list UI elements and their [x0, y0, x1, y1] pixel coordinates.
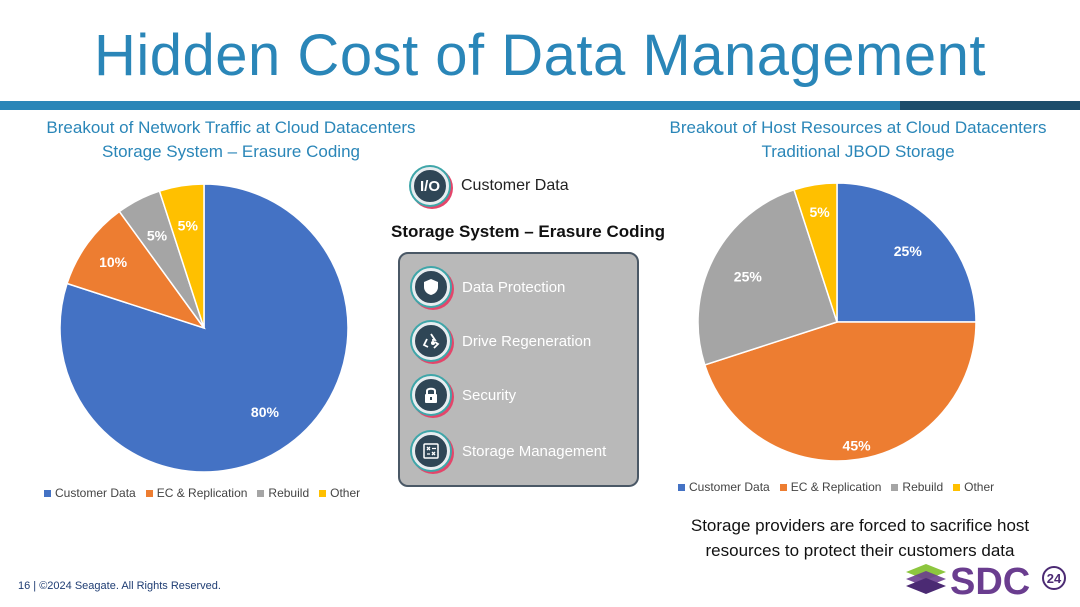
- title-rule: [0, 101, 1080, 110]
- legend-swatch: [257, 489, 265, 497]
- legend-swatch: [678, 483, 685, 491]
- legend-label: Rebuild: [902, 480, 944, 494]
- panel-title: Storage System – Erasure Coding: [391, 222, 665, 241]
- right-chart-legend: Customer Data EC & Replication Rebuild Othe…: [678, 480, 994, 494]
- legend-label: Other: [964, 480, 995, 494]
- legend-item: Customer Data: [678, 480, 770, 494]
- legend-label: Customer Data: [55, 486, 136, 500]
- io-icon: I/O: [411, 167, 449, 205]
- legend-item: Rebuild: [257, 486, 309, 500]
- legend-item: EC & Replication: [779, 480, 882, 494]
- pie-slice-ec-replication: [703, 321, 977, 462]
- legend-label: Customer Data: [689, 480, 770, 494]
- panel-item-storage-management: Storage Management: [412, 432, 606, 470]
- sdc-logo-year: 24: [1047, 571, 1062, 586]
- data-label: 10%: [99, 254, 128, 270]
- right-chart-title: Breakout of Host Resources at Cloud Data…: [640, 116, 1076, 164]
- legend-label: EC & Replication: [790, 480, 882, 494]
- note-line-1: Storage providers are forced to sacrific…: [690, 516, 1030, 535]
- erasure-coding-panel: Data Protection Drive Regeneration Secur…: [398, 252, 639, 487]
- sdc-logo-text: SDC: [950, 561, 1030, 600]
- right-chart-title-line-1: Breakout of Host Resources at Cloud Data…: [669, 118, 1047, 137]
- title-rule-accent: [900, 101, 1080, 110]
- panel-item-label: Data Protection: [462, 278, 566, 296]
- right-chart-title-line-2: Traditional JBOD Storage: [761, 142, 955, 161]
- panel-item-drive-regeneration: Drive Regeneration: [412, 322, 591, 360]
- pie-slice-other: [793, 182, 838, 323]
- left-chart-title: Breakout of Network Traffic at Cloud Dat…: [0, 116, 462, 164]
- left-pie-chart: 80% 10% 5% 5%: [59, 183, 349, 473]
- data-label: 25%: [734, 269, 763, 285]
- legend-swatch: [779, 483, 787, 491]
- slide-title: Hidden Cost of Data Management: [94, 23, 986, 88]
- lock-icon: [412, 376, 450, 414]
- legend-item: Other: [953, 480, 994, 494]
- data-label: 45%: [843, 438, 872, 454]
- legend-item: Other: [319, 486, 360, 500]
- panel-item-label: Storage Management: [462, 442, 607, 460]
- legend-swatch: [891, 483, 899, 491]
- sdc-logo: SDC 24: [906, 561, 1066, 600]
- customer-data-io: I/O Customer Data: [411, 167, 569, 205]
- panel-item-label: Security: [462, 386, 517, 404]
- data-label: 25%: [894, 243, 923, 259]
- legend-swatch: [44, 489, 51, 497]
- footer-copyright: 16 | ©2024 Seagate. All Rights Reserved.: [18, 580, 221, 592]
- io-label: Customer Data: [461, 177, 569, 194]
- panel-item-security: Security: [412, 376, 516, 414]
- left-chart-title-line-1: Breakout of Network Traffic at Cloud Dat…: [46, 118, 416, 137]
- host-resources-note: Storage providers are forced to sacrific…: [660, 513, 1060, 563]
- legend-label: Other: [330, 486, 361, 500]
- pie-slice-rebuild: [697, 188, 838, 366]
- data-label: 80%: [251, 404, 280, 420]
- management-icon: [412, 432, 450, 470]
- recycle-icon: [412, 322, 450, 360]
- right-pie-chart: 25% 45% 25% 5%: [697, 182, 977, 462]
- pie-slice-other: [158, 183, 205, 329]
- legend-item: Customer Data: [44, 486, 136, 500]
- shield-icon: [412, 268, 450, 306]
- data-label: 5%: [809, 204, 830, 220]
- legend-label: Rebuild: [268, 486, 310, 500]
- left-chart-legend: Customer Data EC & Replication Rebuild Othe…: [44, 486, 360, 500]
- panel-item-label: Drive Regeneration: [462, 332, 592, 350]
- legend-label: EC & Replication: [156, 486, 248, 500]
- left-chart-title-line-2: Storage System – Erasure Coding: [102, 142, 360, 161]
- legend-swatch: [145, 489, 153, 497]
- pie-slice-customer-data: [836, 182, 977, 323]
- legend-item: EC & Replication: [145, 486, 248, 500]
- title-rule-main: [0, 101, 900, 110]
- panel-item-data-protection: Data Protection: [412, 268, 565, 306]
- data-label: 5%: [178, 218, 199, 234]
- note-line-2: resources to protect their customers dat…: [705, 541, 1015, 560]
- data-label: 5%: [147, 228, 168, 244]
- legend-swatch: [953, 483, 961, 491]
- legend-swatch: [319, 489, 327, 497]
- pie-slice-ec-replication: [66, 210, 206, 330]
- legend-item: Rebuild: [891, 480, 943, 494]
